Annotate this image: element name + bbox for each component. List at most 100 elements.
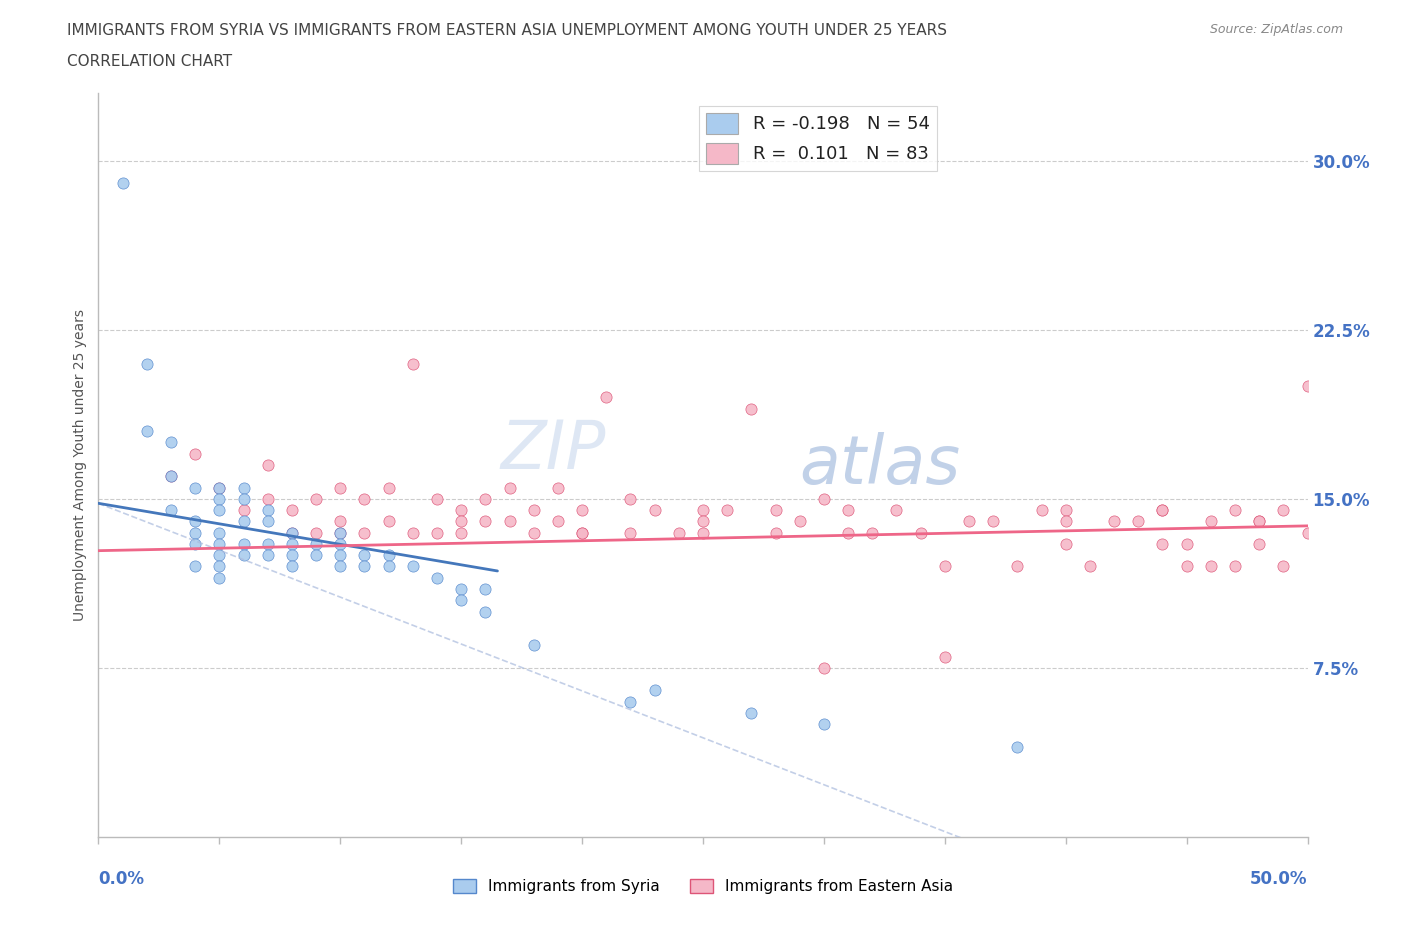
Point [644,683,666,698]
Point [256,537,278,551]
Point [160,469,183,484]
Point [377,559,399,574]
Point [619,491,641,506]
Point [1054,502,1077,517]
Point [1199,559,1222,574]
Point [789,514,811,529]
Point [281,537,304,551]
Point [1152,502,1174,517]
Point [837,502,859,517]
Point [208,480,231,495]
Point [256,458,278,472]
Point [160,502,183,517]
Point [305,525,328,540]
Point [498,514,520,529]
Point [1272,559,1295,574]
Point [353,525,375,540]
Point [232,537,254,551]
Point [232,502,254,517]
Point [305,491,328,506]
Point [1249,514,1271,529]
Point [547,480,569,495]
Point [910,525,932,540]
Point [523,525,546,540]
Point [860,525,883,540]
Point [281,525,304,540]
Point [765,525,787,540]
Point [232,480,254,495]
Point [1152,537,1174,551]
Point [184,480,207,495]
Point [1054,537,1077,551]
Point [1007,739,1029,754]
Point [426,570,449,585]
Point [377,480,399,495]
Point [619,525,641,540]
Point [281,559,304,574]
Point [1249,537,1271,551]
Point [184,559,207,574]
Point [1199,514,1222,529]
Point [208,525,231,540]
Point [1078,559,1101,574]
Point [256,548,278,563]
Point [595,390,617,405]
Point [474,604,496,619]
Text: Source: ZipAtlas.com: Source: ZipAtlas.com [1209,23,1343,36]
Point [571,525,593,540]
Point [329,480,352,495]
Point [668,525,690,540]
Point [1175,537,1198,551]
Legend: Immigrants from Syria, Immigrants from Eastern Asia: Immigrants from Syria, Immigrants from E… [447,872,959,900]
Point [281,525,304,540]
Point [256,514,278,529]
Point [329,514,352,529]
Point [353,559,375,574]
Point [886,502,908,517]
Point [765,502,787,517]
Text: IMMIGRANTS FROM SYRIA VS IMMIGRANTS FROM EASTERN ASIA UNEMPLOYMENT AMONG YOUTH U: IMMIGRANTS FROM SYRIA VS IMMIGRANTS FROM… [67,23,948,38]
Point [426,525,449,540]
Point [934,649,956,664]
Point [740,401,762,416]
Point [232,548,254,563]
Point [523,502,546,517]
Point [837,525,859,540]
Point [256,491,278,506]
Text: ZIP: ZIP [501,418,606,483]
Point [184,537,207,551]
Point [1223,502,1246,517]
Point [474,581,496,596]
Point [353,491,375,506]
Point [981,514,1004,529]
Point [450,581,472,596]
Point [692,502,714,517]
Point [474,491,496,506]
Point [934,559,956,574]
Point [305,537,328,551]
Point [256,502,278,517]
Point [184,525,207,540]
Point [353,548,375,563]
Point [1007,559,1029,574]
Point [208,491,231,506]
Point [692,514,714,529]
Point [426,491,449,506]
Point [184,514,207,529]
Point [1102,514,1125,529]
Y-axis label: Unemployment Among Youth under 25 years: Unemployment Among Youth under 25 years [73,309,87,621]
Point [160,469,183,484]
Point [1296,525,1319,540]
Point [1272,502,1295,517]
Point [716,502,738,517]
Point [1223,559,1246,574]
Point [957,514,980,529]
Point [232,514,254,529]
Point [813,717,835,732]
Point [1054,514,1077,529]
Point [135,356,157,371]
Point [1296,379,1319,393]
Point [813,660,835,675]
Point [281,502,304,517]
Point [208,570,231,585]
